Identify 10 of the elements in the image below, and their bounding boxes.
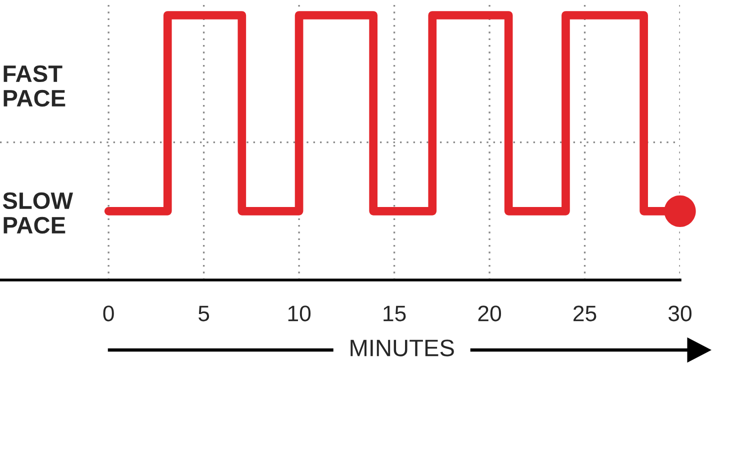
annotation: SLOW PACE — [2, 192, 74, 234]
x-tick-label: 5 — [198, 306, 210, 322]
x-tick-label: 10 — [288, 306, 311, 322]
x-tick-label: 0 — [103, 306, 114, 322]
x-tick-label: 20 — [478, 306, 502, 322]
annotation: FAST PACE — [4, 65, 66, 107]
x-tick-label: 25 — [574, 306, 596, 322]
x-axis-title: MINUTES — [350, 340, 454, 356]
x-tick-label: 15 — [384, 306, 406, 322]
x-tick-label: 30 — [668, 306, 692, 322]
